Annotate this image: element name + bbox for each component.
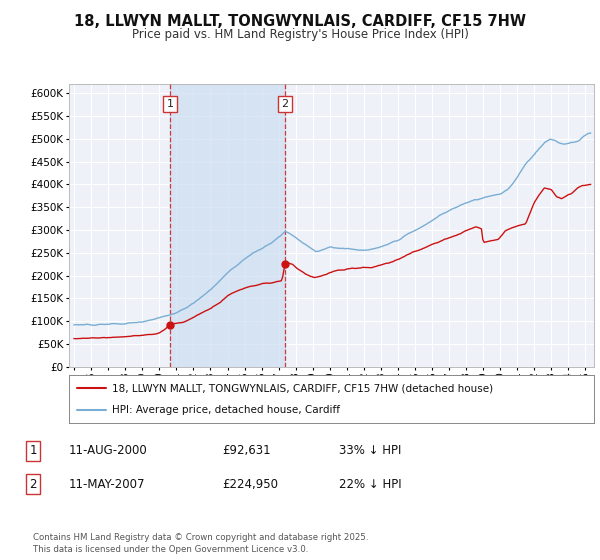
Text: 2: 2 (281, 99, 289, 109)
Text: £92,631: £92,631 (222, 444, 271, 458)
Text: Contains HM Land Registry data © Crown copyright and database right 2025.
This d: Contains HM Land Registry data © Crown c… (33, 533, 368, 554)
Text: £224,950: £224,950 (222, 478, 278, 491)
Text: 11-AUG-2000: 11-AUG-2000 (69, 444, 148, 458)
Text: 1: 1 (29, 444, 37, 458)
Text: Price paid vs. HM Land Registry's House Price Index (HPI): Price paid vs. HM Land Registry's House … (131, 28, 469, 41)
Bar (170, 84, 285, 367)
Text: 18, LLWYN MALLT, TONGWYNLAIS, CARDIFF, CF15 7HW: 18, LLWYN MALLT, TONGWYNLAIS, CARDIFF, C… (74, 14, 526, 29)
Text: 22% ↓ HPI: 22% ↓ HPI (339, 478, 401, 491)
Text: HPI: Average price, detached house, Cardiff: HPI: Average price, detached house, Card… (112, 405, 340, 415)
Text: 11-MAY-2007: 11-MAY-2007 (69, 478, 146, 491)
Text: 1: 1 (166, 99, 173, 109)
Text: 2: 2 (29, 478, 37, 491)
Text: 18, LLWYN MALLT, TONGWYNLAIS, CARDIFF, CF15 7HW (detached house): 18, LLWYN MALLT, TONGWYNLAIS, CARDIFF, C… (112, 383, 493, 393)
Text: 33% ↓ HPI: 33% ↓ HPI (339, 444, 401, 458)
